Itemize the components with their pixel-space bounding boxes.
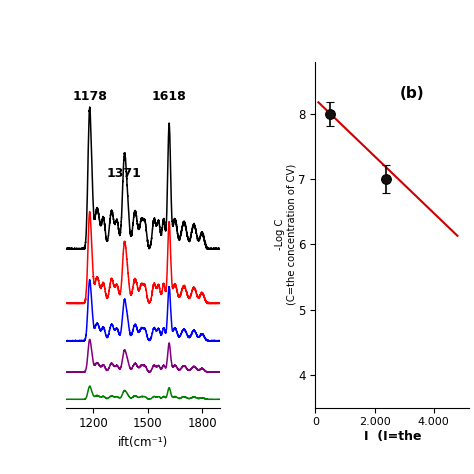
Text: (b): (b) — [400, 86, 425, 101]
Text: 1371: 1371 — [107, 167, 142, 181]
X-axis label: I  (I=the: I (I=the — [364, 430, 421, 443]
Text: 1178: 1178 — [72, 91, 107, 103]
Y-axis label: -Log C
(C=the concentration of CV): -Log C (C=the concentration of CV) — [275, 164, 297, 305]
Text: 1618: 1618 — [152, 91, 186, 103]
X-axis label: ift(cm⁻¹): ift(cm⁻¹) — [118, 436, 168, 449]
